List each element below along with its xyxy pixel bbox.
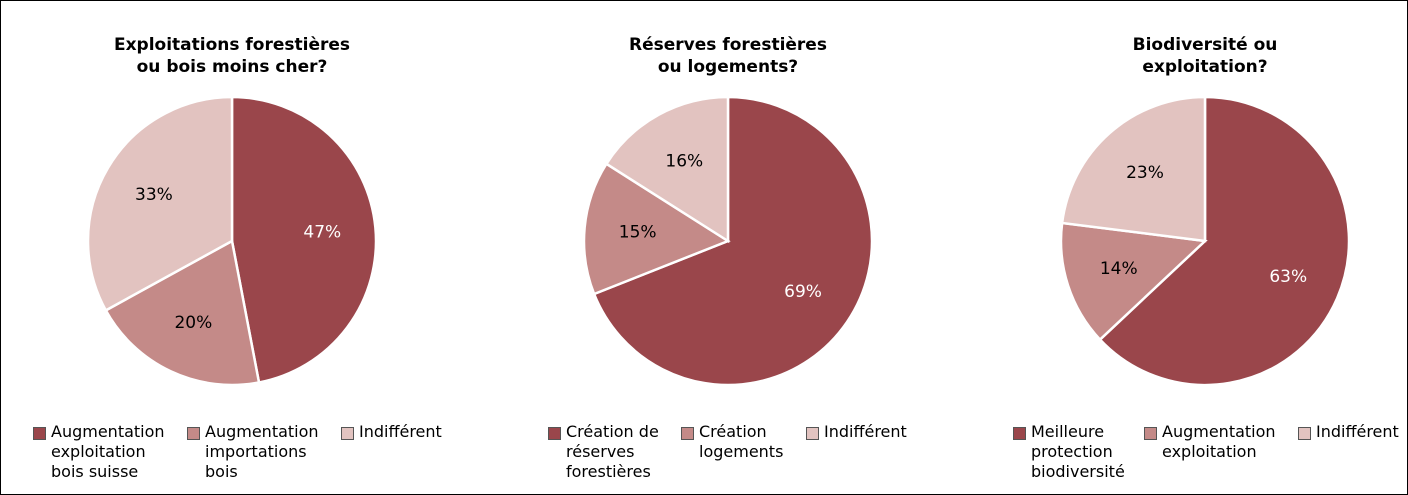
legend-item: Indifférent bbox=[806, 422, 907, 442]
slice-label: 14% bbox=[1100, 259, 1138, 279]
chart-title: Biodiversité ou exploitation? bbox=[1132, 35, 1278, 77]
pie-slice bbox=[86, 95, 234, 313]
legend-item: Augmentation importations bois bbox=[187, 422, 319, 482]
legend-swatch bbox=[341, 427, 354, 440]
slice-label: 63% bbox=[1269, 267, 1307, 287]
slice-label: 23% bbox=[1126, 163, 1164, 183]
legend-swatch bbox=[1298, 427, 1311, 440]
legend-swatch bbox=[1013, 427, 1026, 440]
slice-label: 16% bbox=[665, 152, 703, 172]
legend-item: Augmentation exploitation bois suisse bbox=[33, 422, 165, 482]
pie-slice bbox=[230, 95, 378, 384]
pie-slice bbox=[582, 162, 731, 296]
pie-slice bbox=[1059, 221, 1208, 342]
legend-swatch bbox=[806, 427, 819, 440]
legend-item: Indifférent bbox=[1298, 422, 1399, 442]
slice-label: 69% bbox=[784, 282, 822, 302]
pie-slice bbox=[1098, 95, 1351, 387]
legend-item: Meilleure protection biodiversité bbox=[1013, 422, 1125, 482]
legend-swatch bbox=[548, 427, 561, 440]
legend-swatch bbox=[681, 427, 694, 440]
slice-label: 33% bbox=[135, 185, 173, 205]
pie-slice bbox=[592, 95, 874, 387]
slice-label: 20% bbox=[174, 313, 212, 333]
slice-label: 15% bbox=[619, 222, 657, 242]
legend-swatch bbox=[33, 427, 46, 440]
legend-swatch bbox=[187, 427, 200, 440]
legend-swatch bbox=[1144, 427, 1157, 440]
pie-slice bbox=[604, 95, 730, 244]
legend-item: Création logements bbox=[681, 422, 783, 462]
slice-label: 47% bbox=[303, 222, 341, 242]
legend-item: Indifférent bbox=[341, 422, 442, 442]
pie-slice bbox=[1060, 95, 1207, 243]
legend-item: Augmentation exploitation bbox=[1144, 422, 1276, 462]
chart-title: Réserves forestières ou logements? bbox=[629, 35, 827, 77]
pie-slice bbox=[104, 239, 261, 387]
legend-item: Création de réserves forestières bbox=[548, 422, 659, 482]
chart-title: Exploitations forestières ou bois moins … bbox=[113, 35, 351, 77]
